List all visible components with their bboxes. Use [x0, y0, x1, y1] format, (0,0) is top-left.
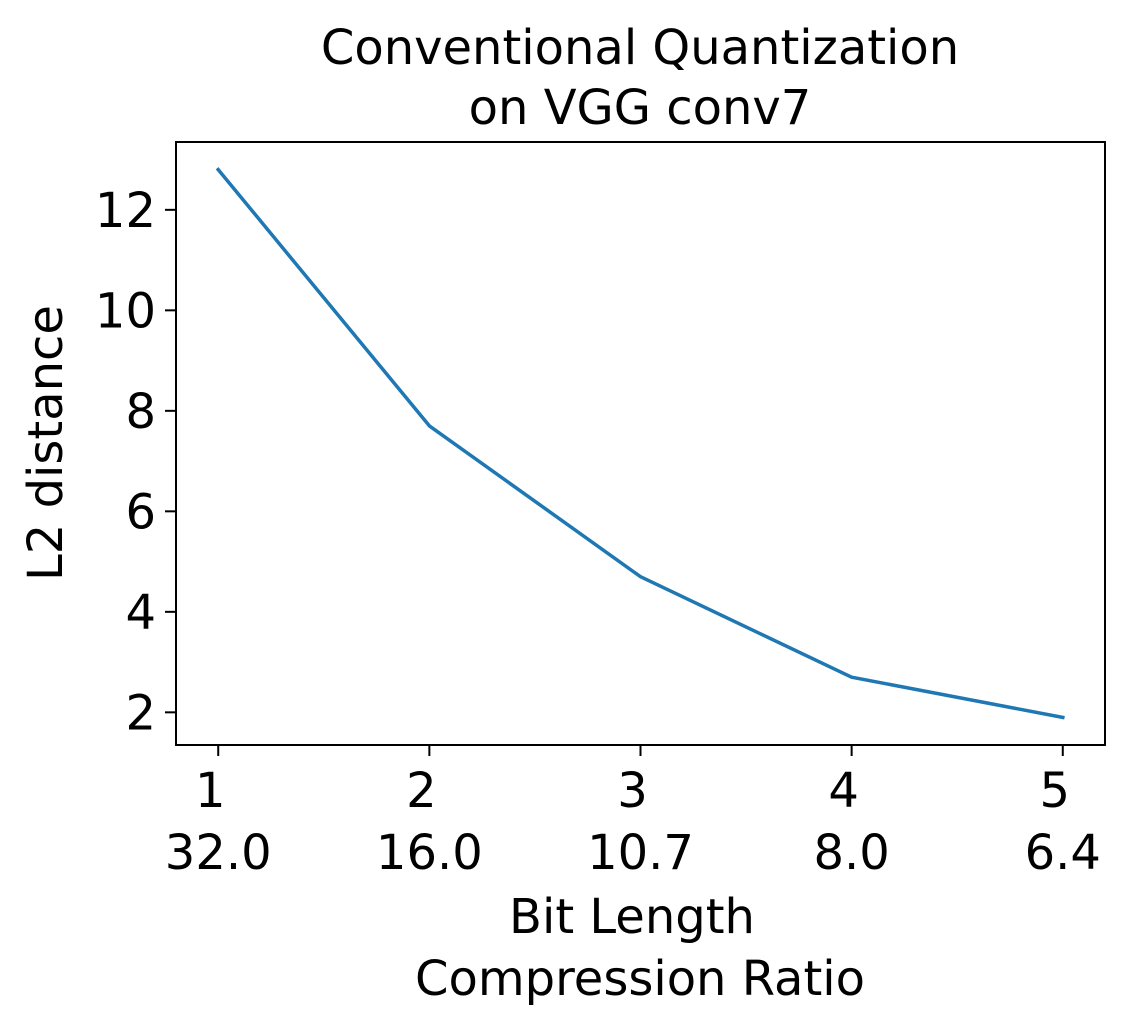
y-axis-ticks: 2 4 6 8 10 12 — [95, 183, 176, 741]
x-tick-label-bits: 1 — [195, 763, 226, 819]
chart-title-line-1: Conventional Quantization — [321, 20, 959, 76]
x-tick-label-ratio: 10.7 — [587, 825, 694, 881]
x-axis-label-line-1: Bit Length — [509, 889, 755, 945]
y-tick-label: 8 — [125, 384, 156, 440]
y-tick-label: 10 — [95, 283, 156, 339]
x-tick-label-ratio: 6.4 — [1025, 825, 1101, 881]
y-tick-label: 12 — [95, 183, 156, 239]
x-tick-label-bits: 5 — [1039, 763, 1070, 819]
x-tick-label-ratio: 8.0 — [813, 825, 889, 881]
chart-title-line-2: on VGG conv7 — [469, 80, 812, 136]
plot-area — [215, 167, 1065, 720]
x-tick-label-bits: 3 — [617, 763, 648, 819]
x-tick-label-bits: 4 — [828, 763, 859, 819]
x-axis-label-line-2: Compression Ratio — [415, 951, 865, 1007]
y-tick-label: 6 — [125, 484, 156, 540]
x-axis-ticks: 1 32.0 2 16.0 3 10.7 4 8.0 5 6.4 — [165, 745, 1101, 881]
x-tick-label-ratio: 16.0 — [376, 825, 483, 881]
y-axis-label: L2 distance — [18, 305, 74, 581]
x-tick-label-ratio: 32.0 — [165, 825, 272, 881]
x-tick-label-bits: 2 — [406, 763, 437, 819]
y-tick-label: 4 — [125, 585, 156, 641]
y-tick-label: 2 — [125, 685, 156, 741]
